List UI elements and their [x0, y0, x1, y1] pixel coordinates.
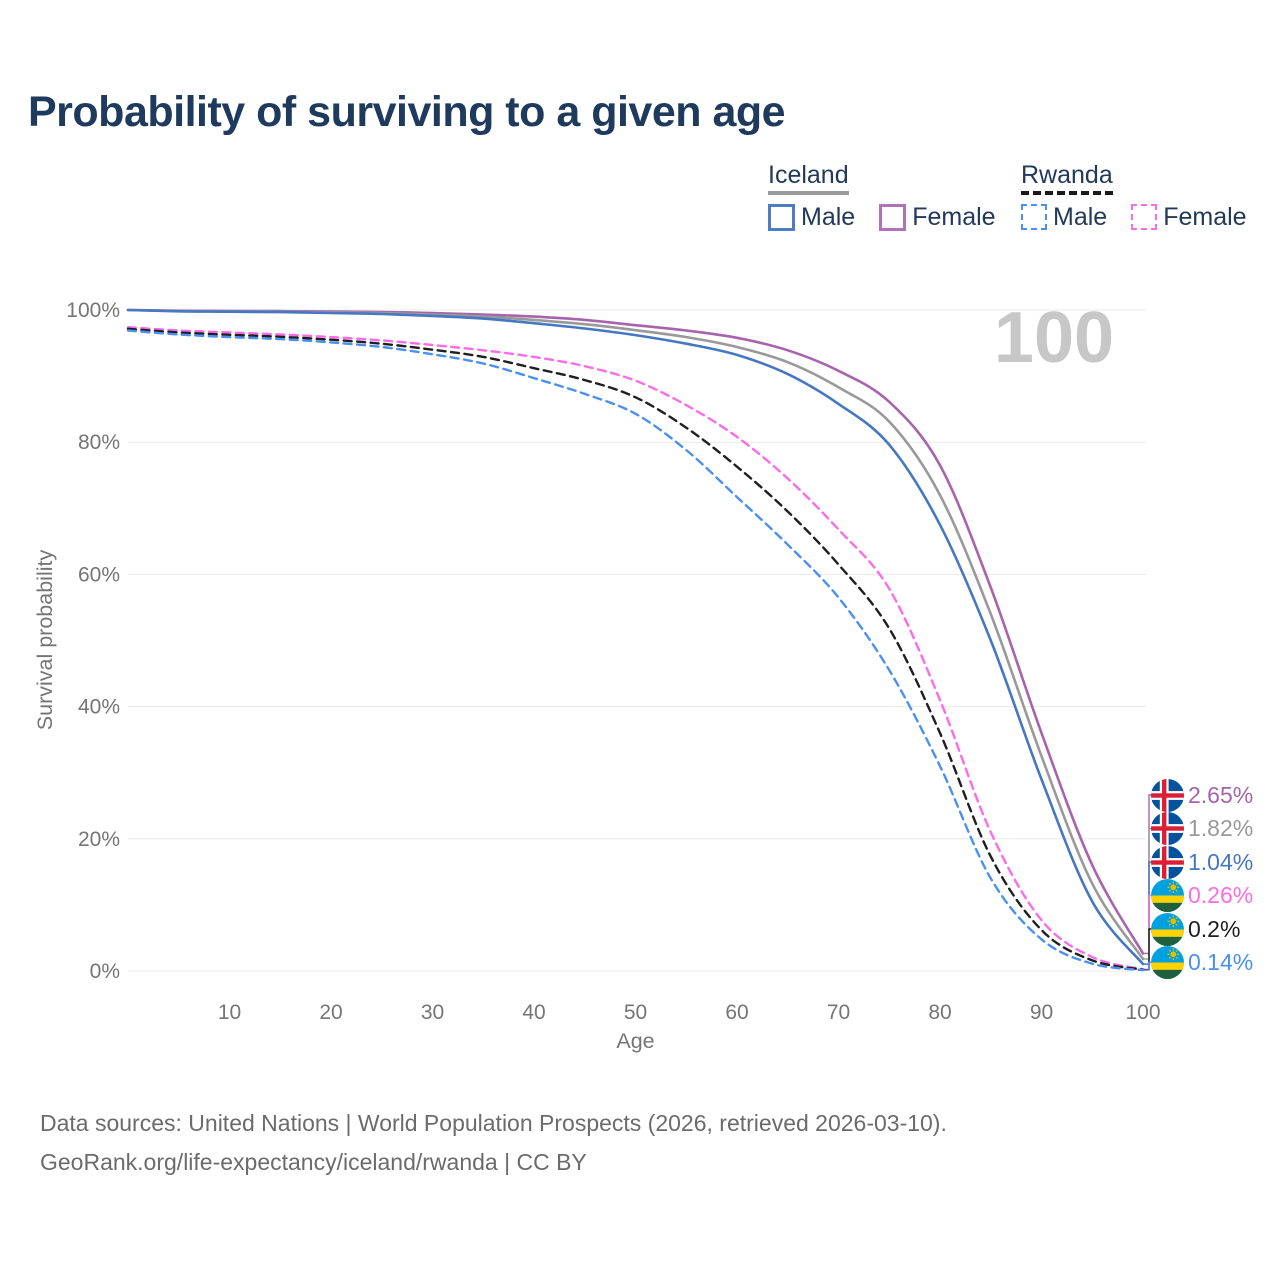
- legend-item-rwanda-male[interactable]: Male: [1021, 203, 1107, 232]
- end-label-value: 2.65%: [1188, 781, 1254, 808]
- y-axis-title: Survival probability: [33, 550, 57, 731]
- y-tick-60: 60%: [78, 563, 120, 586]
- legend-swatch-rwanda-male: [1021, 204, 1047, 230]
- x-tick-20: 20: [319, 1001, 342, 1024]
- legend-swatch-iceland-female: [879, 203, 907, 231]
- y-tick-80: 80%: [78, 431, 120, 454]
- footer-sources: Data sources: United Nations | World Pop…: [40, 1110, 947, 1136]
- y-tick-100: 100%: [66, 299, 120, 322]
- line-rwanda[interactable]: [126, 327, 1145, 971]
- end-label-rwanda-male: 0.14%: [1151, 946, 1253, 979]
- legend-label-rwanda-female: Female: [1163, 202, 1247, 231]
- line-rwanda-male[interactable]: [126, 329, 1145, 972]
- end-label-value: 1.82%: [1188, 815, 1254, 841]
- line-iceland-male[interactable]: [126, 308, 1145, 966]
- x-tick-10: 10: [218, 1001, 241, 1024]
- legend-label-rwanda-male: Male: [1053, 202, 1108, 231]
- legend-header-iceland: Iceland: [768, 161, 849, 195]
- end-label-rwanda: 0.2%: [1151, 912, 1241, 946]
- legend-swatch-iceland-male: [768, 203, 795, 231]
- y-tick-40: 40%: [78, 696, 120, 719]
- legend-label-iceland-female: Female: [912, 202, 996, 231]
- page-title: Probability of surviving to a given age: [28, 88, 786, 136]
- rwanda-flag-icon: [1151, 879, 1184, 912]
- hover-age-watermark: 100: [994, 298, 1114, 378]
- iceland-flag-icon: [1151, 812, 1184, 845]
- y-tick-20: 20%: [78, 828, 120, 851]
- legend-item-rwanda-female[interactable]: Female: [1131, 202, 1247, 232]
- iceland-flag-icon: [1151, 845, 1184, 879]
- legend-label-iceland-male: Male: [801, 202, 856, 231]
- x-tick-70: 70: [827, 1001, 850, 1024]
- y-tick-0: 0%: [90, 960, 120, 983]
- legend-header-rwanda: Rwanda: [1021, 161, 1113, 195]
- x-tick-50: 50: [624, 1001, 647, 1024]
- line-iceland[interactable]: [126, 308, 1145, 961]
- x-tick-60: 60: [725, 1001, 748, 1024]
- legend-group-rwanda: Rwanda Male Female: [1021, 161, 1247, 232]
- legend-item-iceland-female[interactable]: Female: [879, 202, 996, 232]
- end-label-iceland-female: 2.65%: [1151, 778, 1254, 812]
- end-label-iceland: 1.82%: [1151, 812, 1253, 845]
- x-axis-title: Age: [616, 1029, 654, 1053]
- line-rwanda-female[interactable]: [126, 326, 1145, 971]
- end-label-value: 0.26%: [1188, 882, 1254, 908]
- x-tick-90: 90: [1030, 1001, 1053, 1024]
- x-tick-30: 30: [421, 1001, 444, 1024]
- rwanda-flag-icon: [1151, 912, 1184, 946]
- legend-group-iceland: Iceland Male Female: [768, 161, 996, 232]
- end-label-value: 0.2%: [1188, 915, 1241, 942]
- x-tick-80: 80: [928, 1001, 951, 1024]
- iceland-flag-icon: [1151, 778, 1184, 812]
- footer: Data sources: United Nations | World Pop…: [40, 1104, 947, 1182]
- x-tick-40: 40: [522, 1001, 545, 1024]
- end-label-iceland-male: 1.04%: [1151, 845, 1254, 879]
- rwanda-flag-icon: [1151, 946, 1184, 979]
- end-label-value: 1.04%: [1188, 848, 1254, 875]
- footer-url: GeoRank.org/life-expectancy/iceland/rwan…: [40, 1149, 587, 1175]
- legend-swatch-rwanda-female: [1131, 204, 1158, 230]
- x-tick-100: 100: [1125, 1001, 1160, 1024]
- end-label-value: 0.14%: [1188, 949, 1254, 975]
- legend-item-iceland-male[interactable]: Male: [768, 203, 855, 232]
- end-label-rwanda-female: 0.26%: [1151, 879, 1253, 912]
